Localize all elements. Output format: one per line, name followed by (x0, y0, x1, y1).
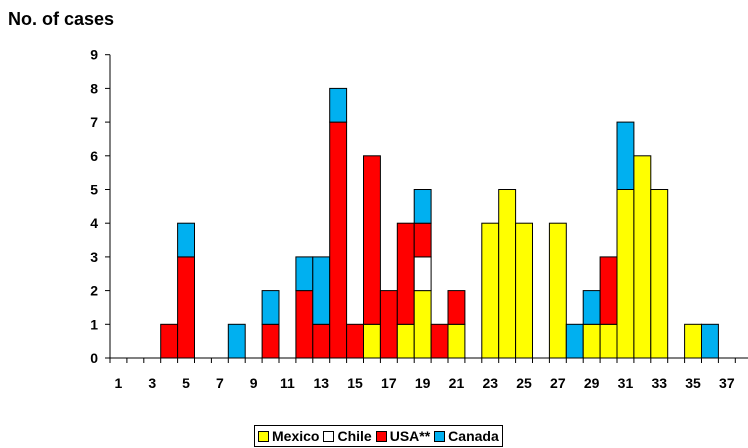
x-tick-label-9: 9 (250, 375, 258, 391)
chart-legend: Mexico Chile USA** Canada (254, 425, 503, 447)
bar-canada-12 (295, 256, 314, 292)
legend-swatch-usa (375, 430, 387, 442)
y-tick-label-6: 6 (90, 148, 98, 164)
bar-canada-31 (616, 121, 635, 190)
x-tick-label-29: 29 (584, 375, 600, 391)
bar-mexico-29 (582, 323, 601, 359)
bar-canada-28 (565, 323, 584, 359)
bar-mexico-21 (447, 323, 466, 359)
legend-swatch-chile (323, 430, 335, 442)
bar-mexico-25 (515, 222, 533, 359)
bar-mexico-24 (498, 189, 517, 359)
bar-usa-15 (346, 323, 365, 359)
bar-usa-5 (177, 256, 196, 359)
bar-canada-8 (227, 323, 246, 359)
x-tick-label-1: 1 (115, 375, 123, 391)
x-tick-label-7: 7 (216, 375, 224, 391)
bar-mexico-32 (633, 155, 652, 359)
bar-mexico-30 (599, 323, 618, 359)
legend-label-mexico: Mexico (272, 428, 320, 444)
bar-canada-19 (413, 189, 432, 224)
y-tick-label-4: 4 (90, 215, 98, 231)
bar-canada-10 (261, 290, 280, 325)
bar-mexico-33 (650, 189, 669, 359)
x-tick-label-27: 27 (550, 375, 566, 391)
bar-canada-29 (582, 290, 601, 325)
y-tick-label-1: 1 (90, 316, 98, 332)
bar-usa-12 (295, 290, 314, 359)
bar-usa-16 (363, 155, 381, 325)
bar-canada-36 (701, 323, 719, 359)
bar-usa-14 (329, 121, 348, 359)
x-tick-label-35: 35 (685, 375, 701, 391)
bar-canada-14 (329, 87, 348, 123)
x-tick-label-5: 5 (182, 375, 190, 391)
bar-usa-18 (396, 222, 415, 325)
legend-swatch-canada (434, 430, 446, 442)
chart-title: No. of cases (8, 9, 115, 29)
bar-canada-13 (312, 256, 331, 325)
bar-mexico-35 (684, 323, 702, 359)
y-tick-label-7: 7 (90, 114, 98, 130)
y-tick-label-2: 2 (90, 283, 98, 299)
bar-usa-17 (379, 290, 398, 359)
legend-item-canada: Canada (434, 428, 499, 444)
y-tick-label-8: 8 (90, 80, 98, 96)
x-tick-label-37: 37 (719, 375, 735, 391)
legend-item-mexico: Mexico (258, 428, 319, 444)
bar-usa-19 (413, 222, 432, 258)
bar-mexico-27 (548, 222, 567, 359)
x-tick-label-33: 33 (651, 375, 667, 391)
legend-item-usa: USA** (375, 428, 431, 444)
legend-item-chile: Chile (323, 428, 372, 444)
x-tick-label-21: 21 (449, 375, 465, 391)
bar-mexico-16 (363, 323, 381, 359)
legend-swatch-mexico (258, 430, 269, 442)
y-tick-label-0: 0 (90, 350, 98, 366)
legend-label-usa: USA** (389, 428, 431, 444)
bar-usa-4 (160, 323, 179, 359)
bar-canada-5 (177, 222, 196, 258)
bar-usa-10 (261, 323, 280, 359)
x-tick-label-17: 17 (381, 375, 397, 391)
y-tick-label-5: 5 (90, 182, 98, 198)
legend-label-canada: Canada (448, 428, 499, 444)
bar-mexico-23 (481, 222, 500, 359)
bar-mexico-31 (616, 189, 635, 359)
x-tick-label-31: 31 (618, 375, 634, 391)
legend-label-chile: Chile (337, 428, 372, 444)
x-tick-label-13: 13 (313, 375, 329, 391)
x-tick-label-11: 11 (280, 375, 295, 391)
bar-chile-19 (413, 256, 432, 292)
bar-mexico-19 (413, 290, 432, 359)
x-tick-label-15: 15 (347, 375, 363, 391)
bar-usa-13 (312, 323, 331, 359)
x-tick-label-3: 3 (148, 375, 156, 391)
bar-usa-30 (599, 256, 618, 325)
x-tick-label-25: 25 (516, 375, 532, 391)
y-tick-label-3: 3 (90, 249, 98, 265)
x-tick-label-23: 23 (482, 375, 498, 391)
bars-layer (160, 87, 719, 359)
x-tick-label-19: 19 (415, 375, 431, 391)
y-tick-label-9: 9 (90, 47, 98, 63)
bar-mexico-18 (396, 323, 415, 359)
bar-usa-20 (430, 323, 449, 359)
bar-usa-21 (447, 290, 466, 325)
